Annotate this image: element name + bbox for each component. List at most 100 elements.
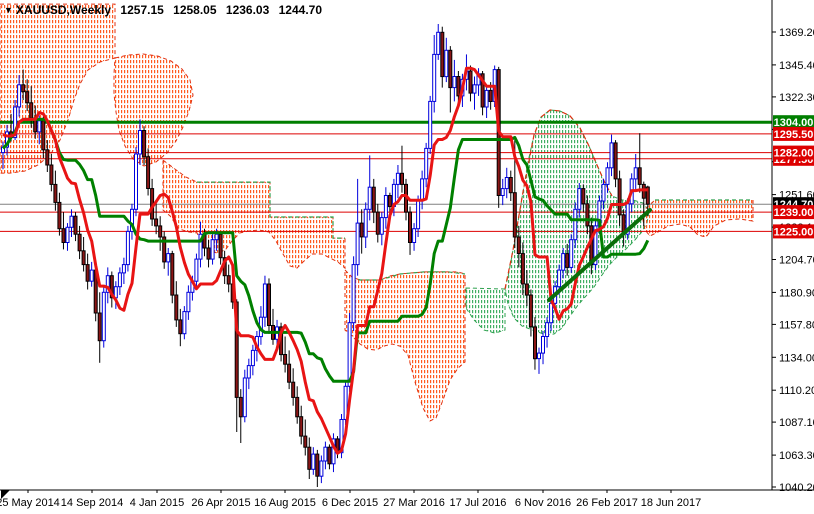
candle-down [81,250,86,266]
candle-up [549,302,554,324]
candle-up [444,49,449,78]
candle-down [375,211,380,235]
candle-down [287,363,292,383]
candle-up [250,349,255,367]
cloud-bearish [0,3,116,174]
candle-down [174,294,179,321]
candle-up [105,275,110,293]
candle-down [327,446,332,465]
price-tick-label: 1087.10 [779,417,814,429]
level-badge-1295.50 [773,126,814,141]
candle-down [448,49,453,89]
candle-down [85,264,90,282]
candle-up [416,200,421,230]
candle-up [121,264,126,274]
cloud-boundary-line [504,109,613,290]
candle-up [351,264,356,324]
candle-down [637,167,642,185]
ohlc-low: 1236.03 [225,3,270,17]
candle-down [97,312,102,342]
candle-down [520,253,525,285]
candle-up [134,153,138,210]
candle-down [585,203,590,227]
level-badge-1225.00 [773,224,814,239]
candle-up [198,233,203,260]
candle-up [242,377,247,418]
price-tick-label: 1204.70 [779,255,814,267]
level-badge-1304.00 [773,115,814,130]
candle-up [319,460,324,477]
cloud-boundary-line [351,271,466,281]
candle-up [428,100,433,149]
candle-up [186,291,191,313]
ohlc-readout: ▼ XAUUSD,Weekly 1257.15 1258.05 1236.03 1… [4,3,328,17]
candle-down [508,177,513,194]
candle-down [283,354,288,365]
candle-up [395,172,400,185]
cloud-bullish [465,287,506,334]
time-tick-label: 26 Apr 2015 [191,497,250,509]
candle-up [605,167,610,185]
badge-price-text: 1225.00 [774,226,814,238]
candle-down [528,294,533,328]
candle-down [206,247,211,260]
candle-down [581,188,586,205]
candle-down [142,130,147,158]
candle-down [359,222,364,238]
candle-up [561,253,566,271]
badge-price-text: 1282.00 [774,148,814,160]
axis-nav-triangle-icon[interactable] [1,490,10,499]
time-tick-label: 25 May 2014 [0,497,60,509]
candle-down [226,275,231,285]
candle-up [37,120,42,133]
price-badges: 1304.001295.501277.501282.001225.001244.… [773,115,814,239]
candle-down [488,89,493,103]
candle-up [367,186,372,210]
candle-down [61,228,66,243]
time-tick-label: 17 Jul 2016 [450,497,507,509]
symbol-dropdown-triangle-icon[interactable]: ▼ [4,5,13,15]
candle-up [347,322,352,387]
candle-up [210,239,215,260]
candle-up [537,352,541,360]
candle-up [383,195,388,219]
candle-down [178,319,183,335]
candle-down [41,120,46,151]
candle-up [166,253,171,263]
candle-up [101,291,106,342]
candle-up [311,453,316,470]
candle-down [387,195,392,208]
candle-up [609,142,614,169]
candle-up [17,84,22,108]
candle-down [408,211,412,244]
candle-down [371,186,376,213]
plot-area[interactable] [0,3,772,487]
candle-down [25,91,30,104]
candle-down [154,218,159,227]
candle-down [645,186,650,205]
price-axis[interactable]: 1369.201345.401322.301251.601204.701180.… [772,27,814,494]
candle-down [295,396,300,418]
time-axis[interactable]: 25 May 2014 14 Sep 2014 4 Jan 2015 26 Apr 2… [0,490,701,509]
time-tick-label: 18 Jun 2017 [641,497,702,509]
price-tick-label: 1110.20 [779,385,814,397]
level-badge-1239.00 [773,205,814,220]
candle-up [182,311,187,335]
candle-down [456,76,461,97]
candle-up [355,222,360,266]
candle-down [170,253,175,296]
ohlc-high: 1258.05 [173,3,217,17]
candle-down [516,236,521,255]
kijun-sen-line [1,117,650,383]
badge-price-text: 1295.50 [774,129,814,141]
time-tick-label: 6 Nov 2016 [515,497,571,509]
candle-up [89,269,94,282]
candle-down [77,233,82,252]
candle-up [557,269,562,288]
candle-up [569,239,574,268]
trendline[interactable] [547,208,652,302]
price-tick-label: 1345.40 [779,60,814,72]
candle-up [436,31,441,55]
cloud-bearish [642,199,754,238]
